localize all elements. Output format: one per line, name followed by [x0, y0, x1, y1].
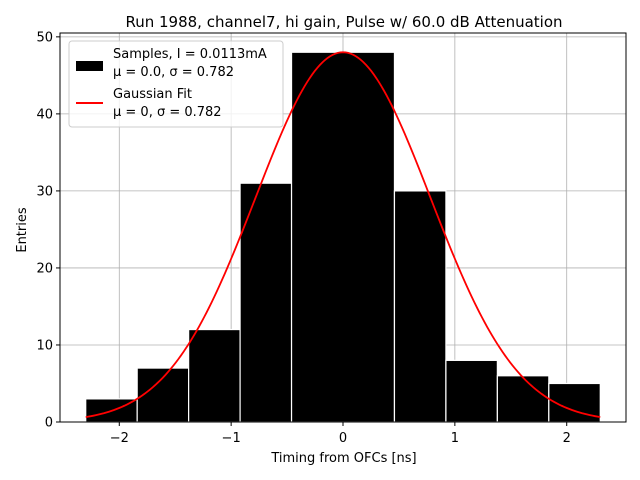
legend-fit-name: Gaussian Fit — [113, 87, 192, 102]
histogram-bar — [239, 182, 293, 423]
histogram-bar — [393, 190, 447, 423]
y-tick-label: 30 — [36, 184, 53, 199]
x-axis-label: Timing from OFCs [ns] — [270, 451, 416, 466]
histogram-bar — [188, 328, 241, 423]
y-tick-label: 40 — [36, 107, 53, 122]
x-axis-ticks: −2 −1 0 1 2 — [110, 422, 571, 446]
legend-box — [68, 40, 284, 128]
histogram-bar — [445, 359, 498, 423]
x-tick-label: 2 — [563, 431, 571, 446]
y-axis-ticks: 0 10 20 30 40 50 — [36, 30, 60, 431]
y-axis-label: Entries — [15, 207, 30, 253]
y-tick-label: 0 — [45, 416, 53, 431]
gaussian-fit-curve — [85, 51, 601, 418]
legend-histogram-stats: μ = 0.0, σ = 0.782 — [113, 65, 234, 80]
x-tick-label: −2 — [110, 431, 129, 446]
chart-title: Run 1988, channel7, hi gain, Pulse w/ 60… — [125, 13, 562, 31]
y-tick-label: 20 — [36, 261, 53, 276]
x-tick-label: 1 — [451, 431, 459, 446]
legend-fit-stats: μ = 0, σ = 0.782 — [113, 105, 222, 120]
legend-histogram-swatch — [76, 61, 103, 71]
y-tick-label: 50 — [36, 30, 53, 45]
y-tick-label: 10 — [36, 338, 53, 353]
histogram-bar — [290, 51, 396, 423]
legend: Samples, I = 0.0113mA μ = 0.0, σ = 0.782… — [68, 40, 284, 128]
x-tick-label: −1 — [222, 431, 241, 446]
legend-histogram-name: Samples, I = 0.0113mA — [113, 47, 267, 62]
x-tick-label: 0 — [339, 431, 347, 446]
histogram-bar — [136, 367, 190, 423]
histogram-bar — [496, 375, 550, 423]
